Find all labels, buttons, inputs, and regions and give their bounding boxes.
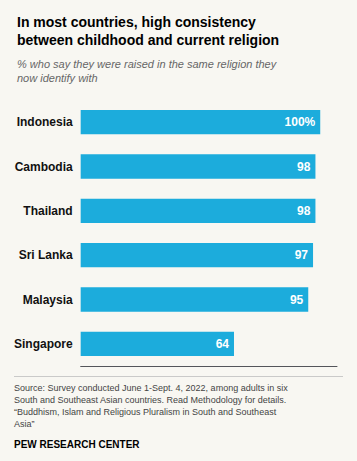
svg-text:% who say they were raised in: % who say they were raised in the same r…	[17, 58, 278, 70]
svg-text:97: 97	[295, 248, 309, 262]
svg-text:Indonesia: Indonesia	[17, 115, 73, 129]
svg-text:Asia”: Asia”	[14, 419, 35, 429]
svg-text:Cambodia: Cambodia	[15, 160, 73, 174]
svg-text:In most countries, high consis: In most countries, high consistency	[17, 14, 256, 30]
svg-text:98: 98	[297, 160, 311, 174]
svg-text:95: 95	[290, 293, 304, 307]
svg-text:64: 64	[216, 337, 230, 351]
svg-text:98: 98	[297, 204, 311, 218]
svg-text:“Buddhism, Islam and Religious: “Buddhism, Islam and Religious Pluralism…	[14, 407, 277, 417]
svg-text:PEW RESEARCH CENTER: PEW RESEARCH CENTER	[14, 439, 140, 450]
svg-text:Sri Lanka: Sri Lanka	[19, 248, 73, 262]
svg-text:100%: 100%	[285, 115, 316, 129]
svg-text:Malaysia: Malaysia	[23, 293, 73, 307]
svg-text:South and Southeast Asian coun: South and Southeast Asian countries. Rea…	[14, 395, 286, 405]
svg-text:Thailand: Thailand	[23, 204, 72, 218]
svg-text:Source: Survey conducted June: Source: Survey conducted June 1-Sept. 4,…	[14, 383, 288, 393]
svg-text:Singapore: Singapore	[14, 337, 73, 351]
svg-text:now identify with: now identify with	[17, 72, 98, 84]
svg-text:between childhood and current: between childhood and current religion	[17, 32, 279, 48]
